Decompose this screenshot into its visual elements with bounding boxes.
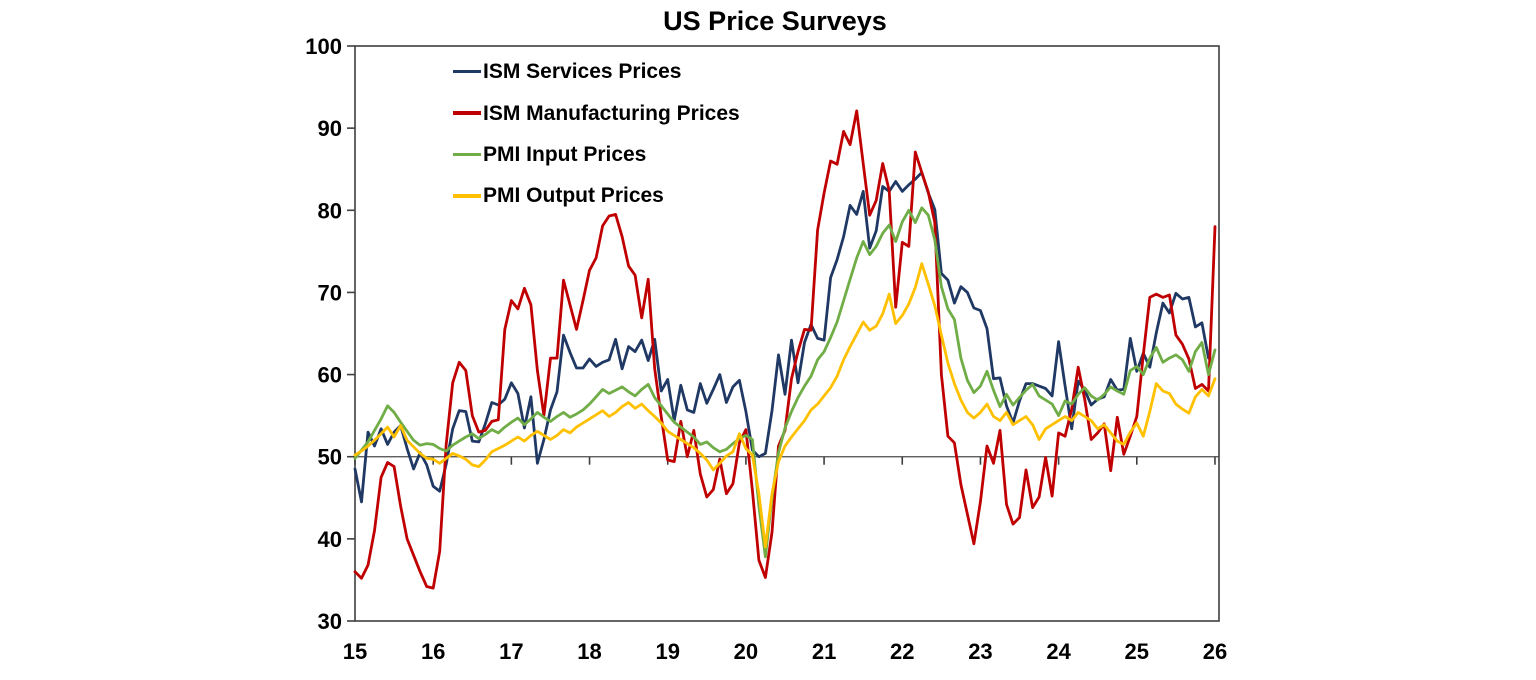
y-tick-label: 90: [318, 116, 342, 141]
y-tick-label: 100: [305, 34, 342, 59]
legend-label-pmi-input: PMI Input Prices: [483, 142, 647, 166]
plot-border: [354, 45, 1220, 622]
x-tick-label: 20: [734, 639, 758, 664]
y-tick-label: 60: [318, 363, 342, 388]
x-tick-label: 25: [1125, 639, 1149, 664]
y-tick-label: 70: [318, 280, 342, 305]
series-line-ism-services-prices: [353, 171, 1210, 504]
x-tick-label: 26: [1203, 639, 1227, 664]
legend-swatch-ism-manufacturing: [453, 111, 481, 115]
x-tick-label: 24: [1046, 639, 1071, 664]
x-tick-label: 15: [343, 639, 367, 664]
x-tick-label: 19: [655, 639, 679, 664]
series-line-pmi-input-prices: [353, 206, 1217, 559]
y-tick-label: 40: [318, 527, 342, 552]
legend-label-pmi-output: PMI Output Prices: [483, 184, 664, 208]
x-tick-label: 23: [968, 639, 992, 664]
y-tick-label: 50: [318, 445, 342, 470]
x-tick-label: 18: [577, 639, 601, 664]
y-tick-label: 30: [318, 609, 342, 634]
x-tick-label: 21: [812, 639, 836, 664]
chart-title: US Price Surveys: [663, 6, 887, 36]
series-line-pmi-output-prices: [353, 262, 1217, 549]
legend-item-ism-services: ISM Services Prices: [453, 51, 740, 92]
legend-swatch-ism-services: [453, 69, 481, 74]
x-tick-label: 22: [890, 639, 914, 664]
legend-swatch-pmi-input: [453, 152, 481, 157]
legend-item-pmi-input: PMI Input Prices: [453, 134, 740, 175]
legend-label-ism-manufacturing: ISM Manufacturing Prices: [483, 101, 740, 125]
legend-item-pmi-output: PMI Output Prices: [453, 175, 740, 216]
legend-label-ism-services: ISM Services Prices: [483, 60, 682, 84]
y-tick-label: 80: [318, 198, 342, 223]
chart-legend: ISM Services Prices ISM Manufacturing Pr…: [453, 51, 740, 217]
x-tick-label: 17: [499, 639, 523, 664]
legend-swatch-pmi-output: [453, 194, 481, 198]
x-tick-label: 16: [421, 639, 445, 664]
legend-item-ism-manufacturing: ISM Manufacturing Prices: [453, 92, 740, 133]
